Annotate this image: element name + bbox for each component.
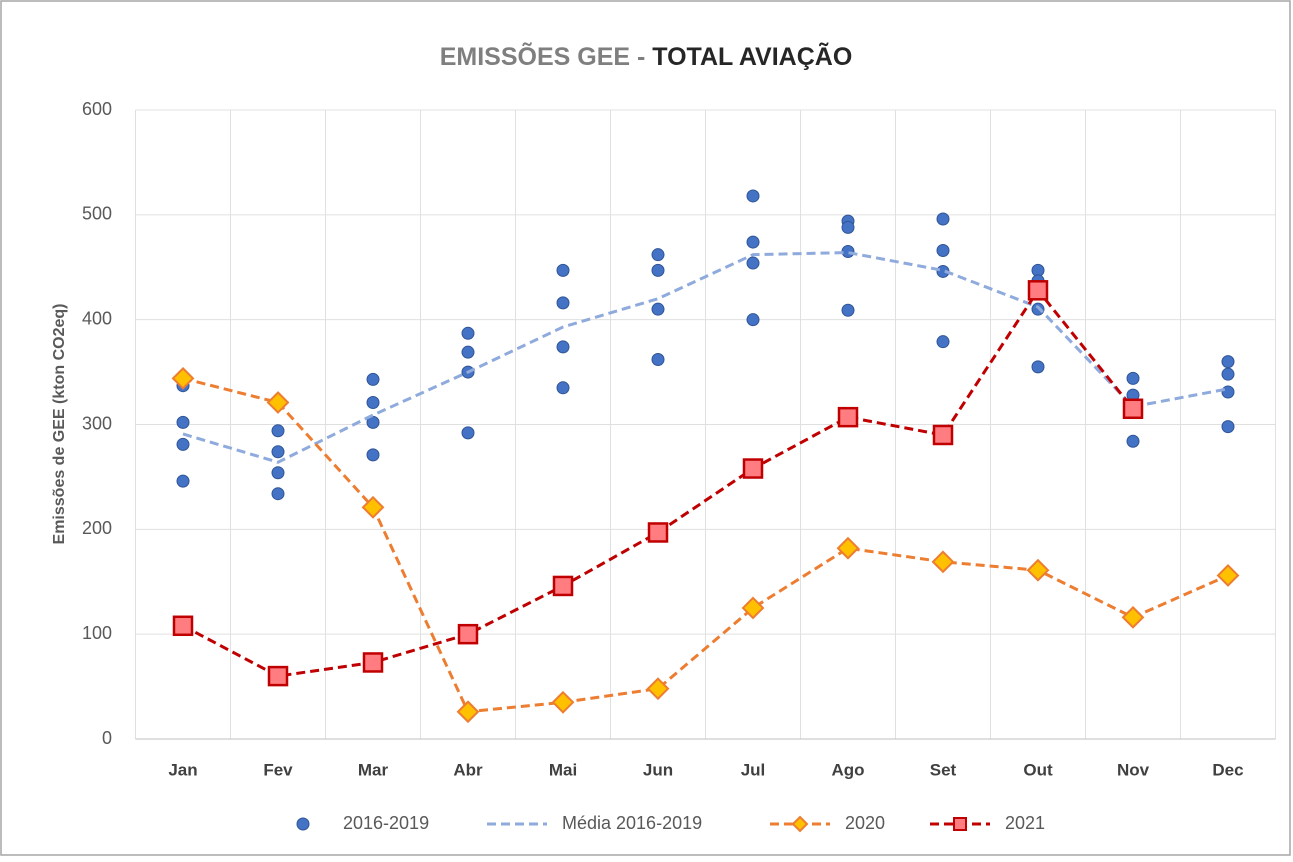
marker bbox=[742, 458, 764, 479]
y-tick-label: 200 bbox=[82, 518, 112, 538]
y-tick-label: 600 bbox=[82, 99, 112, 119]
scatter-point bbox=[936, 335, 950, 349]
x-tick-label: Ago bbox=[831, 760, 864, 779]
marker bbox=[646, 677, 670, 701]
x-tick-label: Out bbox=[1023, 760, 1053, 779]
x-tick-label: Jun bbox=[643, 760, 673, 779]
marker bbox=[171, 366, 195, 390]
scatter-point bbox=[176, 437, 190, 451]
marker bbox=[267, 665, 289, 687]
series-line bbox=[182, 251, 1229, 464]
scatter-point bbox=[461, 326, 475, 340]
scatter-point bbox=[461, 426, 475, 440]
title-prefix: EMISSÕES GEE - bbox=[440, 41, 646, 71]
marker bbox=[551, 690, 575, 714]
scatter-point bbox=[1221, 420, 1235, 434]
x-tick-label: Fev bbox=[263, 760, 293, 779]
scatter-point bbox=[746, 235, 760, 249]
scatter-point bbox=[841, 245, 855, 259]
scatter-point bbox=[556, 340, 570, 354]
y-tick-label: 300 bbox=[82, 413, 112, 433]
scatter-point bbox=[1221, 385, 1235, 399]
x-tick-label: Jan bbox=[168, 760, 197, 779]
scatter-point bbox=[651, 248, 665, 262]
x-tick-label: Set bbox=[930, 760, 957, 779]
x-tick-label: Nov bbox=[1117, 760, 1150, 779]
marker bbox=[1027, 280, 1049, 301]
scatter-point bbox=[936, 212, 950, 226]
y-tick-label: 400 bbox=[82, 308, 112, 328]
scatter-point bbox=[1126, 434, 1140, 448]
series-line bbox=[182, 376, 1229, 714]
x-tick-label: Mai bbox=[549, 760, 577, 779]
scatter-point bbox=[176, 415, 190, 429]
scatter-point bbox=[651, 302, 665, 316]
scatter-point bbox=[176, 474, 190, 488]
y-tick-label: 100 bbox=[82, 623, 112, 643]
marker bbox=[1122, 398, 1144, 420]
scatter-point bbox=[366, 448, 380, 462]
y-axis-label: Emissões de GEE (kton CO2eq) bbox=[51, 304, 68, 545]
legend-symbol bbox=[953, 817, 967, 831]
marker bbox=[362, 652, 384, 673]
legend-label: Média 2016-2019 bbox=[562, 813, 702, 833]
marker bbox=[741, 596, 765, 620]
scatter-point bbox=[746, 189, 760, 203]
legend-label: 2021 bbox=[1005, 813, 1045, 833]
legend-symbol bbox=[296, 817, 310, 831]
y-tick-label: 0 bbox=[102, 728, 112, 748]
scatter-point bbox=[556, 296, 570, 310]
scatter-point bbox=[746, 313, 760, 327]
scatter-point bbox=[1031, 360, 1045, 374]
chart-title: EMISSÕES GEE - TOTAL AVIAÇÃO bbox=[440, 41, 853, 71]
marker bbox=[837, 406, 859, 428]
marker bbox=[932, 424, 954, 446]
x-tick-label: Mar bbox=[358, 760, 389, 779]
marker bbox=[172, 615, 194, 637]
scatter-point bbox=[841, 220, 855, 234]
scatter-point bbox=[271, 445, 285, 459]
x-tick-label: Dec bbox=[1212, 760, 1243, 779]
marker bbox=[1216, 564, 1240, 587]
legend-symbol bbox=[791, 815, 809, 833]
scatter-point bbox=[366, 395, 380, 409]
x-tick-label: Abr bbox=[453, 760, 483, 779]
scatter-point bbox=[271, 466, 285, 480]
scatter-point bbox=[1221, 355, 1235, 369]
legend-label: 2020 bbox=[845, 813, 885, 833]
marker bbox=[456, 700, 480, 724]
scatter-point bbox=[271, 424, 285, 438]
scatter-point bbox=[1221, 367, 1235, 381]
marker bbox=[931, 550, 955, 574]
scatter-point bbox=[936, 243, 950, 257]
x-tick-label: Jul bbox=[741, 760, 766, 779]
marker bbox=[1026, 558, 1050, 582]
scatter-point bbox=[556, 381, 570, 395]
marker bbox=[647, 522, 669, 543]
marker bbox=[836, 536, 860, 560]
scatter-point bbox=[746, 256, 760, 270]
scatter-point bbox=[366, 372, 380, 386]
title-main: TOTAL AVIAÇÃO bbox=[652, 41, 852, 71]
marker bbox=[1121, 605, 1145, 629]
marker bbox=[457, 623, 479, 645]
marker bbox=[552, 575, 574, 597]
scatter-point bbox=[651, 353, 665, 367]
marker bbox=[361, 495, 385, 519]
y-tick-label: 500 bbox=[82, 204, 112, 224]
scatter-point bbox=[271, 487, 285, 501]
scatter-point bbox=[461, 345, 475, 359]
legend-label: 2016-2019 bbox=[343, 813, 429, 833]
scatter-point bbox=[1126, 371, 1140, 385]
scatter-point bbox=[556, 263, 570, 277]
marker bbox=[266, 391, 290, 414]
scatter-point bbox=[841, 303, 855, 317]
scatter-point bbox=[651, 263, 665, 277]
